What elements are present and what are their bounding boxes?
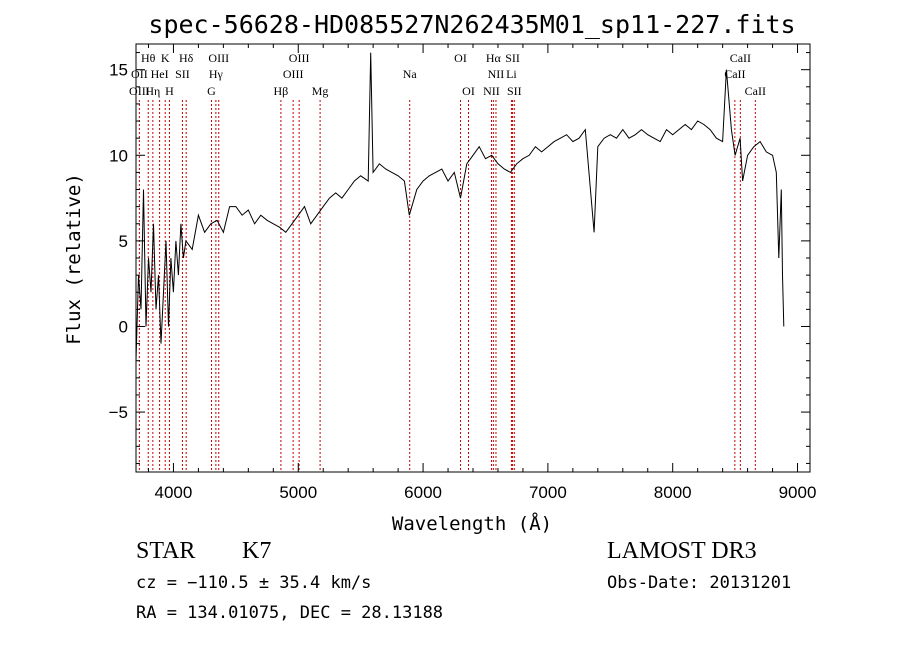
spectral-line-label: NII bbox=[488, 67, 505, 81]
spectral-subclass: K7 bbox=[242, 538, 272, 564]
spectral-line-markers bbox=[138, 100, 756, 472]
spectral-line-label: Hθ bbox=[141, 51, 156, 65]
x-tick-label: 9000 bbox=[779, 483, 817, 502]
object-class: STAR bbox=[136, 538, 196, 564]
spectral-line-label: Hδ bbox=[179, 51, 194, 65]
spectral-line-label: NII bbox=[483, 84, 500, 98]
spectral-line-label: G bbox=[207, 84, 216, 98]
y-tick-label: 15 bbox=[109, 61, 128, 80]
spectral-line-label: K bbox=[161, 51, 170, 65]
spectral-line-label: SII bbox=[507, 84, 522, 98]
spectral-line-label: OII bbox=[131, 67, 148, 81]
spectral-line-label: OIII bbox=[289, 51, 310, 65]
y-axis-label: Flux (relative) bbox=[63, 173, 85, 345]
x-tick-label: 7000 bbox=[529, 483, 567, 502]
plot-frame bbox=[135, 43, 811, 473]
spectral-line-label: Na bbox=[403, 67, 418, 81]
spectral-line-label: OI bbox=[462, 84, 475, 98]
spectral-line-label: Hβ bbox=[274, 84, 289, 98]
spectral-line-label: Hη bbox=[145, 84, 160, 98]
x-tick-label: 4000 bbox=[155, 483, 193, 502]
spectrum-series-line bbox=[135, 52, 785, 361]
spectral-line-label: HeI bbox=[151, 67, 169, 81]
spectral-line-label: OIII bbox=[129, 84, 150, 98]
spectral-line-label: H bbox=[165, 84, 174, 98]
spectral-line-label: Mg bbox=[312, 84, 329, 98]
spectral-line-label: OIII bbox=[208, 51, 229, 65]
spectral-line-label: OIII bbox=[283, 67, 304, 81]
x-axis-ticks: 4000 5000 6000 7000 8000 9000 bbox=[147, 44, 817, 502]
x-tick-label: 8000 bbox=[654, 483, 692, 502]
x-axis-label: Wavelength (Å) bbox=[392, 512, 552, 535]
spectral-line-label: CaII bbox=[730, 51, 751, 65]
redshift-cz: cz = −110.5 ± 35.4 km/s bbox=[136, 573, 372, 593]
spectral-line-label: Hα bbox=[486, 51, 502, 65]
y-tick-label: 0 bbox=[119, 317, 128, 336]
x-tick-label: 6000 bbox=[404, 483, 442, 502]
y-tick-label: −5 bbox=[109, 403, 128, 422]
observation-date: Obs-Date: 20131201 bbox=[607, 573, 792, 593]
spectral-line-label: OI bbox=[454, 51, 467, 65]
spectral-line-label: Hγ bbox=[209, 67, 224, 81]
chart-title: spec-56628-HD085527N262435M01_sp11-227.f… bbox=[148, 10, 795, 39]
y-tick-label: 5 bbox=[119, 232, 128, 251]
survey-name: LAMOST DR3 bbox=[607, 538, 757, 564]
spectral-line-label: CaII bbox=[745, 84, 766, 98]
spectral-line-label: SII bbox=[175, 67, 190, 81]
x-tick-label: 5000 bbox=[279, 483, 317, 502]
ra-dec-coordinates: RA = 134.01075, DEC = 28.13188 bbox=[136, 603, 444, 623]
y-axis-ticks: −5 0 5 10 15 bbox=[109, 52, 810, 464]
y-tick-label: 10 bbox=[109, 146, 128, 165]
spectral-line-label: Li bbox=[506, 67, 517, 81]
spectral-line-label: CaII bbox=[724, 67, 745, 81]
spectral-line-label: SII bbox=[505, 51, 520, 65]
